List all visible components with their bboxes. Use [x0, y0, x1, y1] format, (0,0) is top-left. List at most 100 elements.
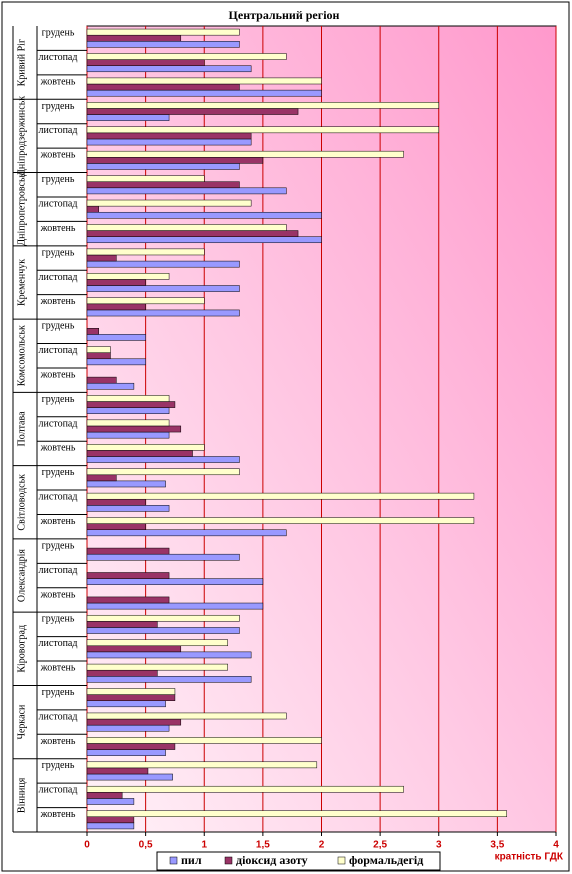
category-label: жовтень — [40, 150, 76, 161]
bar — [86, 28, 240, 36]
bar — [86, 303, 146, 311]
bar — [86, 749, 166, 756]
bar — [86, 529, 287, 537]
bar — [86, 358, 146, 366]
bar — [86, 621, 158, 628]
category-label: грудень — [42, 247, 75, 258]
category-label: листопад — [39, 198, 78, 209]
bar — [86, 547, 170, 555]
bar — [86, 553, 240, 561]
bar — [86, 150, 404, 158]
bar — [86, 108, 299, 115]
bar — [86, 456, 240, 463]
bar — [86, 157, 264, 164]
bar — [86, 468, 240, 476]
x-tick-label: 1,5 — [256, 840, 270, 851]
bar — [86, 822, 135, 830]
bar — [86, 425, 182, 433]
bar — [86, 712, 287, 720]
bar — [86, 480, 166, 488]
bar — [86, 523, 146, 530]
legend-label: пил — [181, 853, 202, 867]
category-label: грудень — [42, 394, 75, 405]
category-label: жовтень — [40, 76, 76, 87]
bar — [86, 395, 170, 402]
x-tick-label: 3,5 — [490, 840, 504, 851]
category-label: грудень — [42, 101, 75, 112]
bar — [86, 211, 322, 219]
bar — [86, 205, 99, 213]
bar — [86, 663, 228, 671]
group-label: Олександрія — [16, 549, 27, 602]
bar — [86, 572, 170, 579]
group-label: Комсомольськ — [16, 325, 27, 386]
x-tick-label: 1 — [201, 840, 207, 851]
category-label: листопад — [39, 785, 78, 796]
category-label: жовтень — [40, 589, 76, 600]
bar — [86, 114, 170, 121]
category-label: грудень — [42, 321, 75, 332]
category-label: грудень — [42, 540, 75, 551]
bar — [86, 743, 176, 750]
category-label: листопад — [39, 418, 78, 429]
bar — [86, 175, 205, 182]
bar — [86, 669, 158, 677]
bar — [86, 627, 240, 634]
bar — [86, 83, 240, 91]
bar — [86, 297, 205, 305]
group-label: Вінниця — [16, 777, 27, 813]
bar — [86, 401, 176, 408]
bar — [86, 450, 193, 457]
x-tick-label: 4 — [553, 840, 559, 851]
category-label: грудень — [42, 174, 75, 185]
bar — [86, 138, 252, 146]
bar — [86, 792, 123, 799]
category-label: листопад — [39, 345, 78, 356]
x-tick-label: 2,5 — [373, 840, 387, 851]
group-label: Кременчук — [16, 259, 27, 306]
bar — [86, 187, 287, 195]
bar — [86, 688, 176, 695]
category-label: листопад — [39, 125, 78, 136]
bar — [86, 163, 240, 170]
bar — [86, 816, 135, 824]
bar — [86, 132, 252, 140]
category-label: листопад — [39, 711, 78, 722]
bar — [86, 596, 170, 604]
bar — [86, 810, 508, 817]
legend-swatch — [224, 856, 233, 865]
category-label: жовтень — [40, 369, 76, 380]
bar — [86, 737, 322, 744]
bar — [86, 639, 228, 647]
bar — [86, 346, 111, 353]
group-label: Світловодськ — [16, 474, 27, 531]
bar — [86, 41, 240, 48]
bar — [86, 126, 439, 134]
category-label: грудень — [42, 28, 75, 39]
bar — [86, 407, 170, 414]
category-label: грудень — [42, 760, 75, 771]
bar — [86, 89, 322, 97]
category-label: листопад — [39, 492, 78, 503]
legend-swatch — [337, 856, 346, 865]
bar — [86, 614, 240, 622]
group-label: Кривий Ріг — [16, 39, 27, 86]
category-label: листопад — [39, 565, 78, 576]
legend — [156, 851, 441, 871]
bar — [86, 34, 182, 42]
bar — [86, 718, 182, 726]
bar — [86, 444, 205, 451]
group-label: Черкаси — [16, 704, 27, 740]
bar — [86, 773, 173, 781]
x-tick-label: 0 — [84, 840, 90, 851]
bar — [86, 260, 240, 268]
bar — [86, 700, 166, 708]
group-label: Дніпродзержинськ — [16, 96, 27, 176]
bar — [86, 65, 252, 73]
bar — [86, 181, 240, 189]
bar — [86, 77, 322, 85]
bar — [86, 199, 252, 207]
category-label: жовтень — [40, 663, 76, 674]
category-label: грудень — [42, 467, 75, 478]
bar — [86, 645, 182, 653]
